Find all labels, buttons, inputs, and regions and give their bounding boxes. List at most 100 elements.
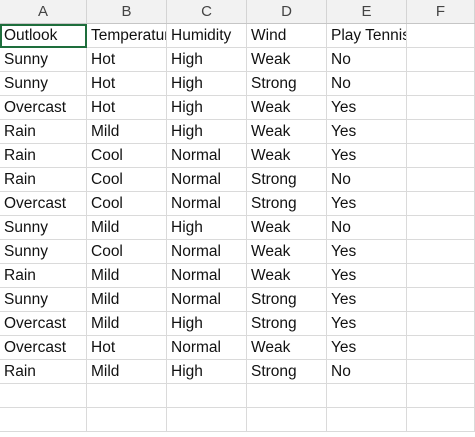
cell-d10[interactable]: Weak [247,240,327,264]
cell-e11[interactable]: Yes [327,264,407,288]
cell-f1[interactable] [407,24,475,48]
cell-d16[interactable] [247,384,327,408]
cell-a17[interactable] [0,408,87,432]
cell-b17[interactable] [87,408,167,432]
cell-e14[interactable]: Yes [327,336,407,360]
cell-a12[interactable]: Sunny [0,288,87,312]
cell-d14[interactable]: Weak [247,336,327,360]
column-header-f[interactable]: F [407,0,475,23]
cell-f6[interactable] [407,144,475,168]
cell-c16[interactable] [167,384,247,408]
cell-e10[interactable]: Yes [327,240,407,264]
cell-c6[interactable]: Normal [167,144,247,168]
cell-b14[interactable]: Hot [87,336,167,360]
cell-f8[interactable] [407,192,475,216]
cell-b1[interactable]: Temperature [87,24,167,48]
cell-d13[interactable]: Strong [247,312,327,336]
cell-e12[interactable]: Yes [327,288,407,312]
cell-b2[interactable]: Hot [87,48,167,72]
cell-d17[interactable] [247,408,327,432]
cell-d11[interactable]: Weak [247,264,327,288]
cell-e13[interactable]: Yes [327,312,407,336]
cell-f13[interactable] [407,312,475,336]
cell-e4[interactable]: Yes [327,96,407,120]
cell-b13[interactable]: Mild [87,312,167,336]
cell-a14[interactable]: Overcast [0,336,87,360]
cell-a1[interactable]: Outlook [0,24,87,48]
cell-b11[interactable]: Mild [87,264,167,288]
cell-e7[interactable]: No [327,168,407,192]
cell-c4[interactable]: High [167,96,247,120]
cell-e8[interactable]: Yes [327,192,407,216]
cell-c5[interactable]: High [167,120,247,144]
cell-f12[interactable] [407,288,475,312]
cell-c7[interactable]: Normal [167,168,247,192]
cell-f16[interactable] [407,384,475,408]
cell-b9[interactable]: Mild [87,216,167,240]
cell-a3[interactable]: Sunny [0,72,87,96]
cell-c3[interactable]: High [167,72,247,96]
cell-a10[interactable]: Sunny [0,240,87,264]
cell-c8[interactable]: Normal [167,192,247,216]
cell-a11[interactable]: Rain [0,264,87,288]
cell-e1[interactable]: Play Tennis [327,24,407,48]
column-header-b[interactable]: B [87,0,167,23]
cell-f5[interactable] [407,120,475,144]
column-header-e[interactable]: E [327,0,407,23]
column-header-d[interactable]: D [247,0,327,23]
cell-c9[interactable]: High [167,216,247,240]
cell-d5[interactable]: Weak [247,120,327,144]
cell-c17[interactable] [167,408,247,432]
cell-b16[interactable] [87,384,167,408]
cell-b15[interactable]: Mild [87,360,167,384]
cell-c10[interactable]: Normal [167,240,247,264]
cell-a2[interactable]: Sunny [0,48,87,72]
cell-a15[interactable]: Rain [0,360,87,384]
cell-b10[interactable]: Cool [87,240,167,264]
cell-a4[interactable]: Overcast [0,96,87,120]
cell-b3[interactable]: Hot [87,72,167,96]
cell-e5[interactable]: Yes [327,120,407,144]
cell-e15[interactable]: No [327,360,407,384]
cell-a16[interactable] [0,384,87,408]
cell-b8[interactable]: Cool [87,192,167,216]
cell-f9[interactable] [407,216,475,240]
cell-f4[interactable] [407,96,475,120]
cell-a13[interactable]: Overcast [0,312,87,336]
cell-c12[interactable]: Normal [167,288,247,312]
cell-f7[interactable] [407,168,475,192]
cell-a7[interactable]: Rain [0,168,87,192]
cell-d4[interactable]: Weak [247,96,327,120]
cell-d9[interactable]: Weak [247,216,327,240]
cell-a5[interactable]: Rain [0,120,87,144]
cell-d7[interactable]: Strong [247,168,327,192]
cell-e3[interactable]: No [327,72,407,96]
cell-c13[interactable]: High [167,312,247,336]
cell-d6[interactable]: Weak [247,144,327,168]
column-header-a[interactable]: A [0,0,87,23]
cell-f15[interactable] [407,360,475,384]
cell-e17[interactable] [327,408,407,432]
cell-c15[interactable]: High [167,360,247,384]
cell-e2[interactable]: No [327,48,407,72]
cell-a6[interactable]: Rain [0,144,87,168]
cell-b4[interactable]: Hot [87,96,167,120]
cell-f17[interactable] [407,408,475,432]
cell-d15[interactable]: Strong [247,360,327,384]
cell-d3[interactable]: Strong [247,72,327,96]
cell-e6[interactable]: Yes [327,144,407,168]
cell-a9[interactable]: Sunny [0,216,87,240]
cell-b12[interactable]: Mild [87,288,167,312]
cell-e9[interactable]: No [327,216,407,240]
cell-c2[interactable]: High [167,48,247,72]
cell-d12[interactable]: Strong [247,288,327,312]
cell-d8[interactable]: Strong [247,192,327,216]
column-header-c[interactable]: C [167,0,247,23]
cell-c11[interactable]: Normal [167,264,247,288]
cell-f2[interactable] [407,48,475,72]
cell-f14[interactable] [407,336,475,360]
cell-d2[interactable]: Weak [247,48,327,72]
cell-b7[interactable]: Cool [87,168,167,192]
cell-c1[interactable]: Humidity [167,24,247,48]
cell-b5[interactable]: Mild [87,120,167,144]
